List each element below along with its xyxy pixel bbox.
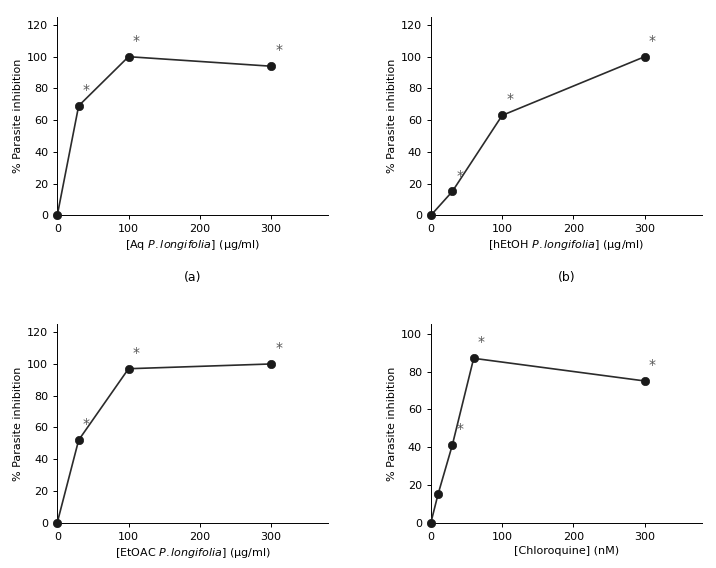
Text: *: * xyxy=(506,93,513,106)
X-axis label: [Chloroquine] (nM): [Chloroquine] (nM) xyxy=(514,546,619,556)
Y-axis label: % Parasite inhibition: % Parasite inhibition xyxy=(387,59,397,173)
Text: *: * xyxy=(83,417,90,431)
X-axis label: [Aq $\it{P. longifolia}$] (μg/ml): [Aq $\it{P. longifolia}$] (μg/ml) xyxy=(125,239,261,253)
Text: *: * xyxy=(649,358,656,372)
Text: (a): (a) xyxy=(184,271,201,284)
X-axis label: [EtOAC $\it{P. longifolia}$] (μg/ml): [EtOAC $\it{P. longifolia}$] (μg/ml) xyxy=(115,546,271,559)
Text: *: * xyxy=(649,34,656,48)
Y-axis label: % Parasite inhibition: % Parasite inhibition xyxy=(13,366,23,481)
Y-axis label: % Parasite inhibition: % Parasite inhibition xyxy=(13,59,23,173)
X-axis label: [hEtOH $\it{P. longifolia}$] (μg/ml): [hEtOH $\it{P. longifolia}$] (μg/ml) xyxy=(488,239,644,253)
Text: *: * xyxy=(275,341,282,355)
Text: *: * xyxy=(132,346,140,360)
Text: *: * xyxy=(275,43,282,57)
Text: *: * xyxy=(132,34,140,48)
Text: *: * xyxy=(478,335,485,349)
Y-axis label: % Parasite inhibition: % Parasite inhibition xyxy=(387,366,397,481)
Text: *: * xyxy=(83,83,90,97)
Text: *: * xyxy=(456,169,463,182)
Text: (b): (b) xyxy=(558,271,575,284)
Text: *: * xyxy=(456,422,463,436)
